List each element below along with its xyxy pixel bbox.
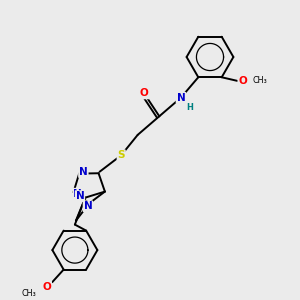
Text: H: H [187,103,193,112]
Text: O: O [140,88,149,98]
Text: N: N [79,167,88,177]
Text: N: N [73,189,82,199]
Text: O: O [43,282,51,292]
Text: N: N [83,201,92,211]
Text: CH₃: CH₃ [253,76,268,85]
Text: N: N [76,191,84,201]
Text: CH₃: CH₃ [22,289,37,298]
Text: N: N [176,93,185,103]
Text: S: S [118,150,125,160]
Text: O: O [238,76,247,86]
